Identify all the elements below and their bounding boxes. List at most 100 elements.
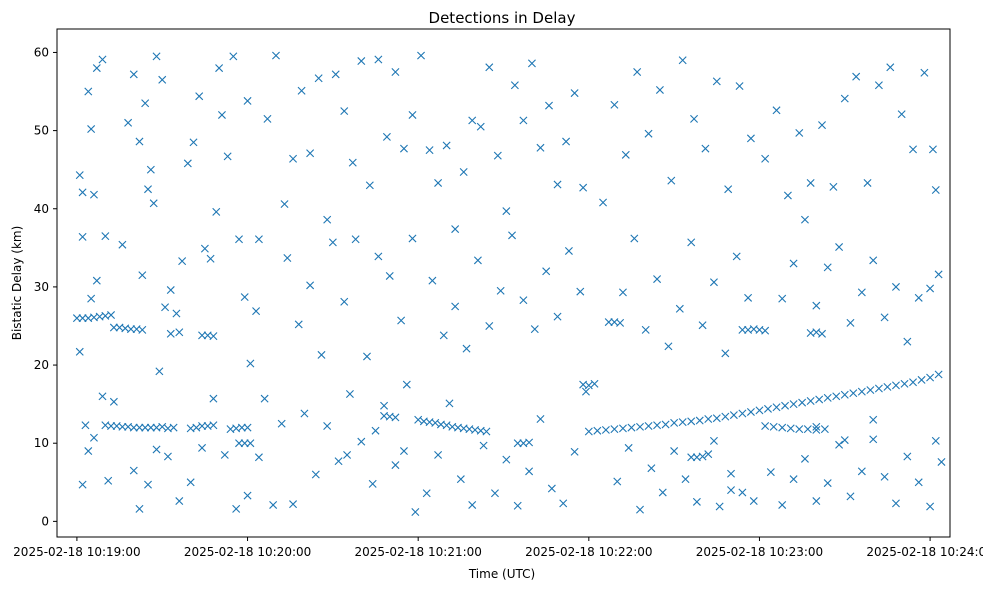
data-point [374, 55, 383, 64]
data-point [351, 235, 360, 244]
data-point [553, 312, 562, 321]
data-point [75, 347, 84, 356]
data-point [175, 497, 184, 506]
data-point [604, 318, 613, 327]
data-point [721, 349, 730, 358]
data-point [709, 436, 718, 445]
data-point [158, 422, 167, 431]
data-point [880, 313, 889, 322]
data-point [883, 382, 892, 391]
data-point [232, 504, 241, 513]
data-point [789, 400, 798, 409]
data-point [778, 423, 787, 432]
data-point [914, 293, 923, 302]
data-point [658, 488, 667, 497]
data-point [513, 501, 522, 510]
data-point [155, 367, 164, 376]
data-point [562, 137, 571, 146]
data-point [627, 423, 636, 432]
data-point [527, 59, 536, 68]
data-point [536, 414, 545, 423]
data-point [451, 225, 460, 234]
data-point [89, 433, 98, 442]
data-point [513, 439, 522, 448]
data-point [371, 426, 380, 435]
data-point [857, 467, 866, 476]
data-point [715, 502, 724, 511]
data-point [820, 425, 829, 434]
data-point [178, 257, 187, 266]
data-point [382, 132, 391, 141]
data-point [880, 472, 889, 481]
data-point [806, 397, 815, 406]
data-point [280, 200, 289, 209]
data-point [508, 231, 517, 240]
data-point [653, 421, 662, 430]
data-point [161, 303, 170, 312]
data-point [240, 439, 249, 448]
data-point [246, 359, 255, 368]
data-point [323, 215, 332, 224]
data-point [246, 439, 255, 448]
data-point [667, 176, 676, 185]
data-point [525, 438, 534, 447]
data-point [425, 146, 434, 155]
x-tick-label: 2025-02-18 10:24:00 [866, 545, 983, 559]
data-point [357, 57, 366, 66]
data-point [812, 301, 821, 310]
data-point [846, 492, 855, 501]
data-point [328, 238, 337, 247]
data-point [601, 425, 610, 434]
data-point [243, 96, 252, 105]
data-point [800, 215, 809, 224]
data-point [823, 263, 832, 272]
data-point [510, 81, 519, 90]
data-point [200, 244, 209, 253]
x-axis: 2025-02-18 10:19:00 2025-02-18 10:20:00 20… [13, 537, 983, 559]
data-point [189, 138, 198, 147]
data-point [442, 141, 451, 150]
data-point [829, 182, 838, 191]
data-point [909, 145, 918, 154]
data-point [664, 342, 673, 351]
data-point [422, 489, 431, 498]
data-point [542, 267, 551, 276]
data-point [934, 270, 943, 279]
data-point [442, 421, 451, 430]
data-point [357, 437, 366, 446]
data-point [869, 256, 878, 265]
data-point [434, 178, 443, 187]
data-point [434, 450, 443, 459]
data-point [738, 409, 747, 418]
data-point [72, 314, 81, 323]
data-point [840, 436, 849, 445]
data-point [670, 418, 679, 427]
data-point [857, 387, 866, 396]
data-point [414, 415, 423, 424]
data-point [408, 110, 417, 119]
data-point [311, 470, 320, 479]
data-point [89, 190, 98, 199]
data-point [917, 375, 926, 384]
data-point [468, 500, 477, 509]
x-tick-label: 2025-02-18 10:20:00 [184, 545, 311, 559]
data-point [886, 63, 895, 72]
data-point [709, 278, 718, 287]
data-point [146, 165, 155, 174]
data-point [525, 467, 534, 476]
data-point [636, 505, 644, 514]
data-point [795, 128, 804, 137]
data-point [812, 328, 821, 337]
data-point [215, 64, 224, 73]
data-point [126, 325, 135, 334]
data-point [849, 389, 858, 398]
data-point [109, 323, 118, 332]
data-point [340, 297, 349, 306]
data-point [306, 281, 315, 290]
data-point [240, 293, 249, 302]
data-point [789, 475, 798, 484]
data-point [459, 168, 468, 177]
data-point [712, 77, 721, 86]
data-point [903, 452, 912, 461]
data-point [363, 352, 371, 361]
